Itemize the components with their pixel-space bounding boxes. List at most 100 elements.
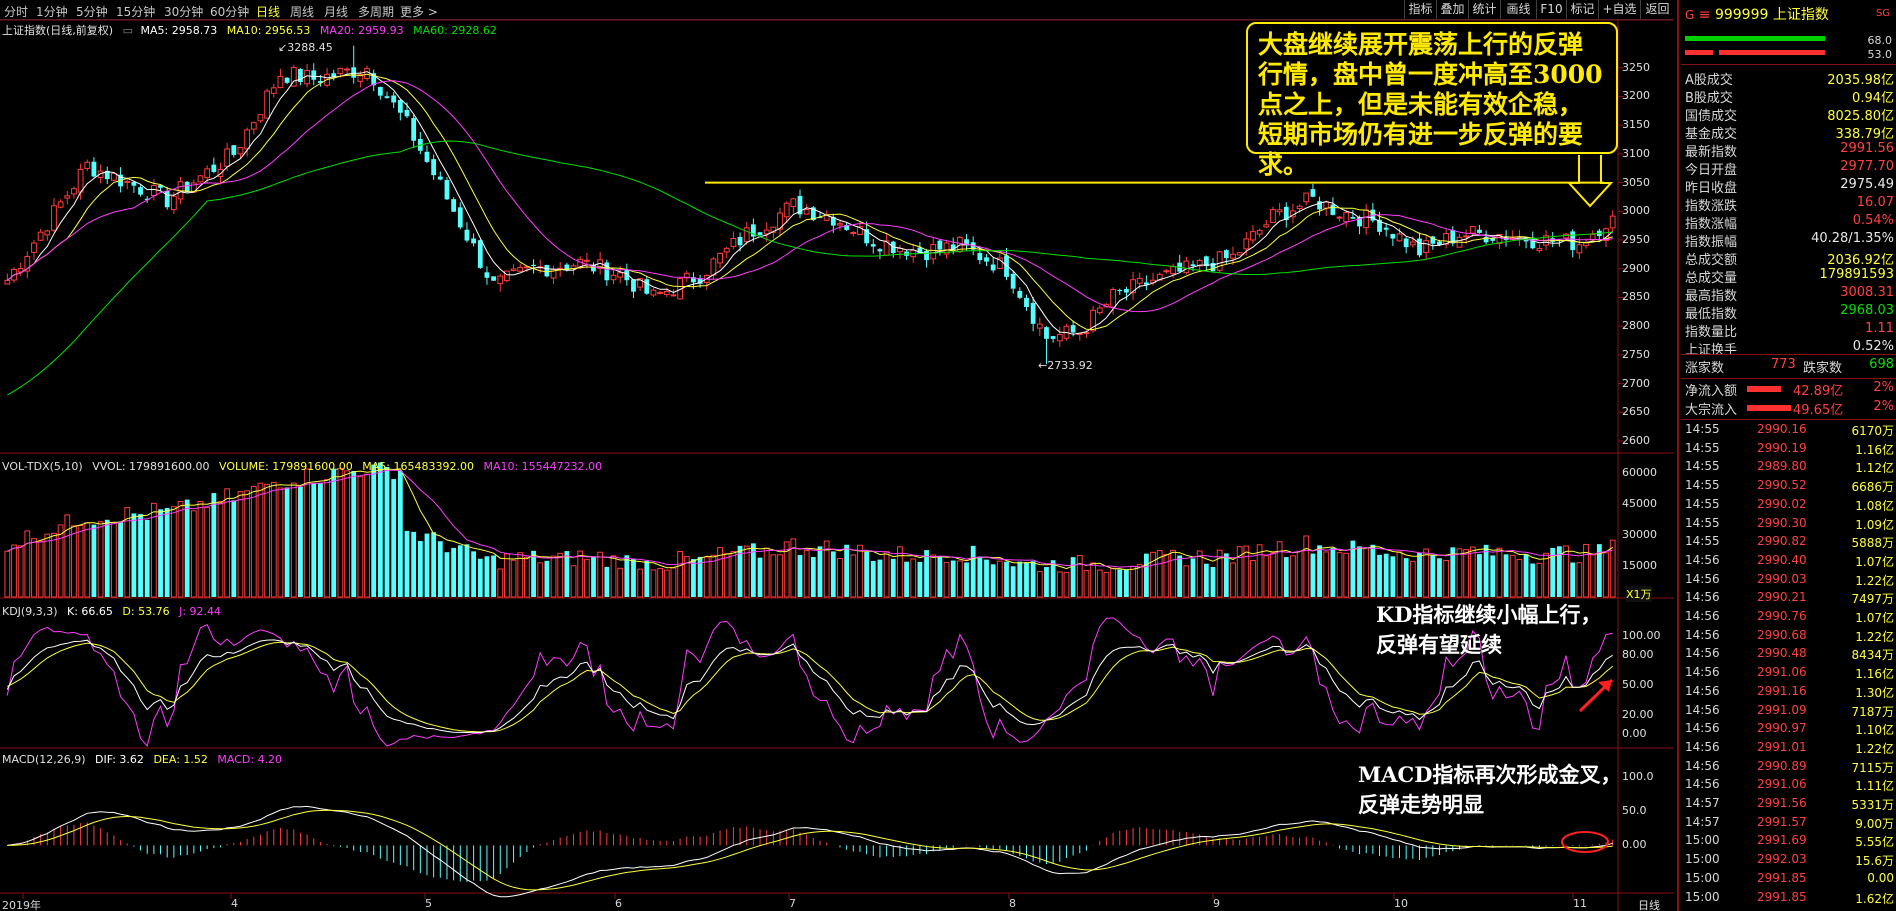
volume-bar-up	[177, 501, 184, 598]
legend-toggle-icon[interactable]: ▭	[122, 24, 133, 37]
volume-bar-up	[1576, 562, 1583, 598]
draw-line-button[interactable]: 画线	[1500, 0, 1536, 20]
volume-bar-down	[1417, 552, 1422, 597]
tick-row: 14:56 2991.01 1.22亿	[1685, 739, 1894, 756]
candle-body-down	[1223, 250, 1229, 259]
volume-bar-down	[318, 483, 323, 597]
quote-stat-row: 总成交量 179891593	[1681, 266, 1896, 286]
down-arrow-icon	[1566, 155, 1614, 208]
volume-bar-up	[1096, 569, 1103, 598]
period-tab[interactable]: 30分钟	[164, 5, 204, 19]
candle-body-down	[1357, 217, 1362, 227]
period-tab[interactable]: 多周期	[358, 5, 395, 19]
back-button[interactable]: 返回	[1640, 0, 1674, 20]
volume-bar-down	[904, 561, 909, 597]
tick-row: 14:56 2990.03 1.22亿	[1685, 571, 1894, 588]
volume-bar-down	[211, 493, 217, 597]
tick-row: 14:55 2990.82 5888万	[1685, 534, 1894, 551]
candle-body-up	[930, 244, 937, 260]
volume-bar-down	[1190, 558, 1196, 597]
tick-row: 14:56 2990.89 7115万	[1685, 758, 1894, 775]
volume-bar-down	[384, 466, 390, 597]
period-tab[interactable]: 15分钟	[116, 5, 156, 19]
indicator-button[interactable]: 指标	[1404, 0, 1436, 20]
add-watchlist-button[interactable]: +自选	[1598, 0, 1640, 20]
volume-bar-up	[1150, 551, 1156, 598]
volume-bar-down	[1357, 546, 1362, 597]
candle-body-down	[464, 229, 470, 241]
candle-body-down	[1283, 206, 1289, 221]
period-tab[interactable]: 5分钟	[76, 5, 108, 19]
volume-bar-up	[943, 562, 950, 598]
quote-stat-row: 最新指数 2991.56	[1681, 140, 1896, 160]
period-tab[interactable]: 1分钟	[36, 5, 68, 19]
date-label: 9	[1213, 897, 1220, 910]
volume-bar-up	[304, 468, 310, 598]
volume-bar-up	[1516, 558, 1523, 598]
quote-stat-row: 指数涨幅 0.54%	[1681, 212, 1896, 232]
volume-bar-down	[1450, 547, 1456, 597]
flow-row: 大宗流入 49.65亿 2%	[1685, 399, 1894, 418]
candle-body-down	[1317, 201, 1322, 210]
axis-tick-label: 2600	[1622, 434, 1650, 447]
axis-tick-label: 100.0	[1622, 770, 1654, 784]
volume-bar-up	[1250, 559, 1256, 598]
volume-bar-down	[437, 541, 443, 597]
volume-bar-down	[1050, 560, 1056, 597]
volume-bar-down	[864, 551, 870, 597]
candle-body-down	[1350, 217, 1356, 219]
stat-label: 指数涨幅	[1685, 217, 1738, 232]
volume-bar-up	[557, 552, 564, 598]
breadth-bar-red-small	[1685, 50, 1713, 55]
candle-body-down	[750, 224, 756, 237]
ma5-line	[6, 71, 1614, 335]
period-tab-active[interactable]: 日线	[256, 5, 281, 19]
volume-bar-up	[111, 522, 117, 598]
menu-icon[interactable]: ≡	[1698, 7, 1711, 23]
volume-bar-down	[691, 559, 696, 597]
candle-body-up	[77, 168, 84, 193]
volume-bar-up	[1463, 549, 1470, 598]
period-tab[interactable]: 分时	[4, 5, 29, 19]
volume-bar-down	[444, 552, 450, 597]
axis-tick-label: 3100	[1622, 146, 1650, 160]
axis-tick-label: 45000	[1622, 497, 1657, 511]
volume-bar-down	[810, 556, 816, 597]
tick-row: 15:00 2991.85 1.62亿	[1685, 889, 1894, 906]
security-code: 999999	[1714, 7, 1769, 23]
period-tab[interactable]: 周线	[290, 5, 315, 19]
axis-tick-label: 0.00	[1622, 838, 1647, 852]
stat-value: 2977.70	[1840, 159, 1894, 174]
stat-label: 最新指数	[1685, 145, 1738, 160]
volume-bar-down	[298, 486, 303, 597]
flow-bar	[1747, 386, 1781, 392]
stats-button[interactable]: 统计	[1468, 0, 1500, 20]
kdj-k-legend: K: 66.65	[67, 605, 113, 618]
candle-body-down	[870, 244, 876, 247]
volume-bar-up	[324, 479, 330, 598]
period-tab[interactable]: 60分钟	[210, 5, 250, 19]
kline-chart[interactable]	[0, 0, 1674, 911]
overlay-button[interactable]: 叠加	[1436, 0, 1468, 20]
volume-bar-down	[1596, 544, 1602, 597]
volume-bar-up	[1236, 546, 1243, 598]
volume-bar-up	[504, 553, 510, 598]
quote-stat-row: 总成交额 2036.92亿	[1681, 248, 1896, 268]
volume-bar-up	[783, 541, 790, 598]
candle-body-down	[937, 240, 943, 250]
volume-bar-down	[1117, 569, 1123, 597]
stat-value: 40.28/1.35%	[1811, 231, 1894, 246]
candle-body-down	[1530, 237, 1536, 249]
tick-row: 14:56 2990.40 1.07亿	[1685, 552, 1894, 569]
quote-stat-row: 指数量比 1.11	[1681, 320, 1896, 340]
volume-bar-down	[1523, 554, 1529, 597]
volume-bar-up	[204, 507, 211, 598]
period-tab[interactable]: 月线	[324, 5, 349, 19]
volume-bar-down	[950, 560, 956, 597]
mark-button[interactable]: 标记	[1566, 0, 1598, 20]
stat-label: 指数涨跌	[1685, 199, 1738, 214]
kdj-panel-legend: KDJ(9,3,3) K: 66.65 D: 53.76 J: 92.44	[2, 605, 221, 618]
period-tab[interactable]: 更多 >	[400, 5, 438, 19]
f10-button[interactable]: F10	[1536, 0, 1566, 20]
security-name: 上证指数	[1772, 7, 1829, 23]
